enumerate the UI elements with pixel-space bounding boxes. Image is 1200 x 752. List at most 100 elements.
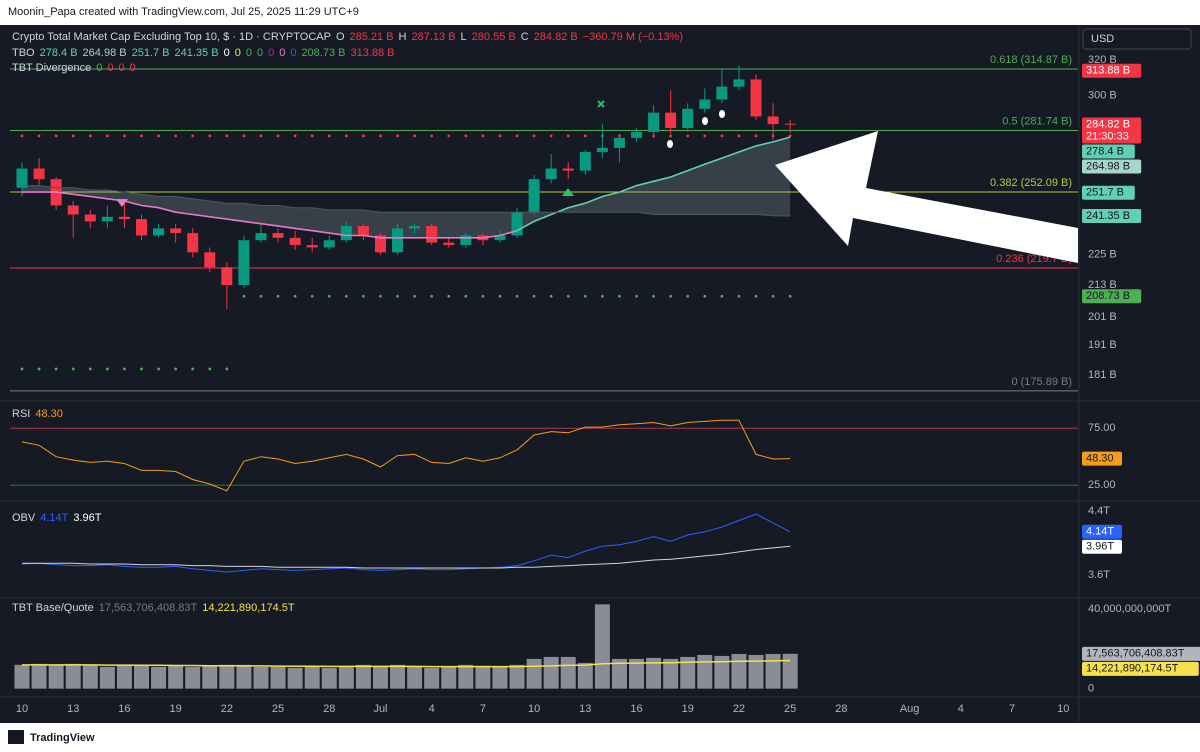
price-label-box [1082,209,1142,224]
level-dot [191,367,195,371]
candle-body [562,168,574,171]
series-line [21,419,791,492]
level-dot [191,134,195,138]
price-label-box [1082,117,1142,144]
indicator-value: 0 [245,47,252,59]
candle-body [238,240,250,286]
indicator-legend: TBT Divergence 0 0 0 0 [12,62,141,74]
x-tick-label: 10 [1057,703,1069,715]
level-dot [140,367,143,371]
level-dot [20,134,24,138]
ohlc-value: 285.21 B [349,31,394,43]
indicator-value: 0 [234,47,241,59]
annotation-arrow [775,131,1078,263]
bar [31,663,47,689]
level-dot [225,367,229,371]
bar [168,664,184,689]
candle-body [101,216,113,222]
x-tick-label: Jul [373,703,387,715]
level-dot [344,294,348,298]
candle-body [272,233,284,238]
price-label-box [1082,646,1200,661]
level-dot [447,294,451,298]
indicator-name: TBT Base/Quote [12,602,94,614]
x-tick-label: 25 [272,703,284,715]
y-tick-label: 75.00 [1088,422,1116,434]
candle-body [699,99,711,109]
y-tick-label: 181 B [1088,369,1117,381]
candle-body [511,212,523,236]
fib-label: 0 (175.89 B) [1011,376,1072,388]
y-tick-label: 191 B [1088,339,1117,351]
indicator-value: 0 [290,47,297,59]
level-dot [37,367,41,371]
bar [475,665,491,689]
candle-body [665,112,677,129]
level-dot [481,294,485,298]
y-tick-label: 320 B [1088,54,1117,66]
signal-marker [719,110,725,118]
series-line [22,545,791,569]
currency-button[interactable] [1082,28,1192,50]
x-tick-label: 10 [528,703,540,715]
footer-brand: TradingView [30,732,95,744]
signal-marker [667,140,673,148]
level-dot [71,134,75,138]
candle-body [306,245,318,248]
indicator-value: 0 [256,47,264,59]
level-dot [242,294,246,298]
volume-legend: TBT Base/Quote 17,563,706,408.83T 14,221,8… [12,602,300,614]
level-dot [105,134,109,138]
candle-body [613,137,625,148]
y-tick-label: 3.6T [1088,569,1110,581]
series-line [22,659,791,668]
y-tick-label: 4.4T [1088,505,1110,517]
candle-body [767,116,779,125]
ohlc-value: 284.82 B [533,31,578,43]
ohlc-value: −360.79 M (−0.13%) [582,31,684,43]
indicator-value: 313.88 B [350,47,395,59]
level-dot [600,294,604,298]
bar [560,656,576,689]
candle-body [733,79,745,87]
candle-body [221,267,233,286]
price-label: 264.98 B [1086,160,1130,172]
level-dot [549,294,553,298]
bar [185,666,201,689]
indicator-value: 48.30 [35,408,63,420]
level-dot [396,134,399,138]
bar [287,667,303,689]
level-dot [71,367,75,371]
level-dot [208,134,212,138]
x-tick-label: 22 [733,703,745,715]
y-tick-label: 25.00 [1088,479,1116,491]
price-label-box [1082,661,1199,676]
level-dot [515,294,519,298]
level-dot [157,134,160,138]
price-label-timer: 21:30:33 [1086,130,1129,142]
bar [748,654,764,689]
ohlc-value: L [460,31,467,43]
candle-body [187,233,199,253]
candle-body [750,79,762,117]
ohlc-value: 287.13 B [411,31,456,43]
x-tick-label: 4 [958,703,964,715]
x-tick-label: 16 [630,703,642,715]
level-dot [583,134,587,138]
level-dot [464,294,468,298]
x-tick-label: Aug [900,703,920,715]
ohlc-value: C [520,31,529,43]
level-dot [37,134,41,138]
level-dot [669,134,673,138]
level-dot [618,294,621,298]
legend-title: Crypto Total Market Cap Excluding Top 10… [12,31,331,43]
level-dot [788,294,792,298]
bar [458,664,474,689]
series-line [22,191,518,239]
signal-marker [562,188,574,196]
y-tick-label: 213 B [1088,279,1117,291]
level-dot [566,294,570,298]
bar [133,665,149,689]
